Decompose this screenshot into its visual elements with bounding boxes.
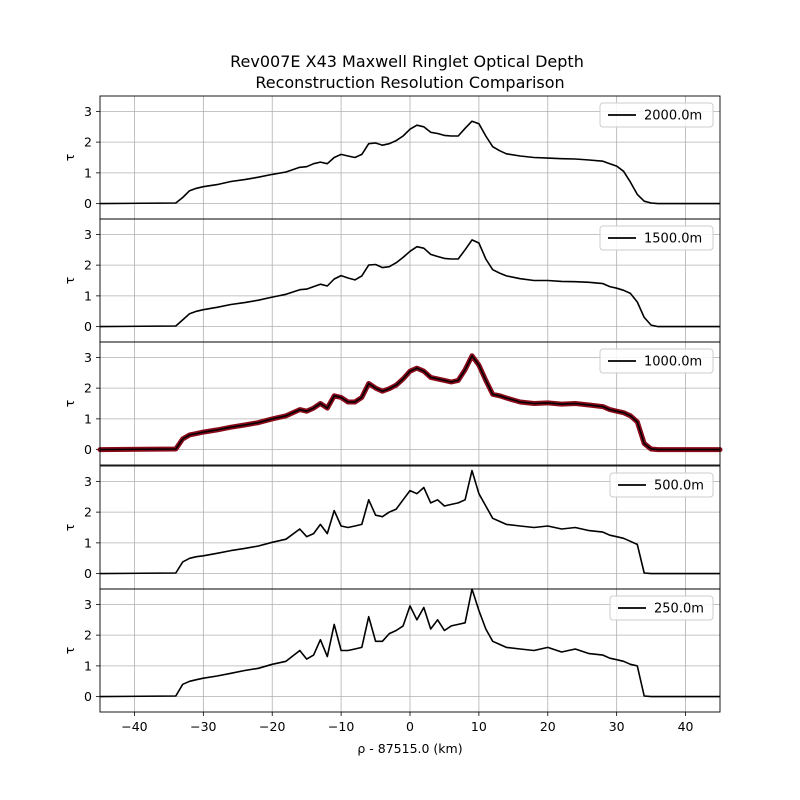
y-tick-label: 0 bbox=[84, 196, 92, 211]
series-line bbox=[99, 239, 720, 328]
y-tick-label: 1 bbox=[84, 165, 92, 180]
x-tick-label: −10 bbox=[328, 719, 354, 734]
y-tick-label: 3 bbox=[84, 350, 92, 365]
panel-0: 0 1 2 3 τ 2000.0m bbox=[62, 95, 721, 220]
x-axis-ticks: −40 −30 −20 −10 0 10 20 30 40 bbox=[121, 712, 694, 734]
chart-subtitle: Reconstruction Resolution Comparison bbox=[255, 73, 564, 92]
y-tick-label: 1 bbox=[84, 288, 92, 303]
y-tick-label: 0 bbox=[84, 442, 92, 457]
panel-frame bbox=[99, 341, 721, 466]
y-tick-label: 0 bbox=[84, 689, 92, 704]
x-tick-label: 0 bbox=[406, 719, 414, 734]
y-tick-label: 0 bbox=[84, 319, 92, 334]
legend-box bbox=[599, 348, 714, 374]
legend: 500.0m bbox=[609, 472, 714, 498]
legend-box bbox=[599, 225, 714, 251]
y-tick-label: 0 bbox=[84, 566, 92, 581]
y-axis-label: τ bbox=[62, 400, 77, 408]
y-tick-label: 3 bbox=[84, 474, 92, 489]
legend-label: 1500.0m bbox=[644, 232, 702, 247]
y-tick-label: 1 bbox=[84, 658, 92, 673]
x-tick-label: 20 bbox=[540, 719, 556, 734]
y-tick-label: 3 bbox=[84, 227, 92, 242]
series-line bbox=[99, 354, 720, 451]
legend: 1000.0m bbox=[599, 348, 714, 374]
panels: 0123τ2000.0m0123τ1500.0m0123τ1000.0m0123… bbox=[62, 95, 723, 713]
legend-label: 250.0m bbox=[654, 602, 704, 617]
x-tick-label: 30 bbox=[609, 719, 625, 734]
y-axis-label: τ bbox=[62, 524, 77, 532]
x-tick-label: 40 bbox=[678, 719, 694, 734]
y-tick-label: 2 bbox=[84, 381, 92, 396]
legend-label: 1000.0m bbox=[644, 355, 702, 370]
x-tick-label: −40 bbox=[121, 719, 147, 734]
legend-label: 2000.0m bbox=[644, 109, 702, 124]
x-tick-label: 10 bbox=[471, 719, 487, 734]
y-axis-label: τ bbox=[62, 154, 77, 162]
series-line bbox=[99, 469, 720, 575]
chart-title: Rev007E X43 Maxwell Ringlet Optical Dept… bbox=[230, 52, 584, 71]
y-tick-label: 2 bbox=[84, 628, 92, 643]
y-tick-label: 1 bbox=[84, 535, 92, 550]
legend-box bbox=[609, 472, 714, 498]
series-line bbox=[99, 120, 720, 205]
panel-4: 0 1 2 3 τ 250.0m bbox=[62, 588, 721, 713]
legend-label: 500.0m bbox=[654, 479, 704, 494]
legend: 2000.0m bbox=[599, 102, 714, 128]
panel-1: 0 1 2 3 τ 1500.0m bbox=[62, 218, 721, 343]
series-line bbox=[99, 588, 720, 698]
y-tick-label: 2 bbox=[84, 258, 92, 273]
y-axis-label: τ bbox=[62, 647, 77, 655]
legend: 1500.0m bbox=[599, 225, 714, 251]
x-tick-label: −20 bbox=[259, 719, 285, 734]
legend: 250.0m bbox=[609, 595, 714, 621]
legend-box bbox=[599, 102, 714, 128]
panel-3: 0 1 2 3 τ 500.0m bbox=[62, 465, 721, 590]
legend-box bbox=[609, 595, 714, 621]
y-axis-label: τ bbox=[62, 277, 77, 285]
panel-2: 0 1 2 3 τ 1000.0m bbox=[62, 341, 723, 466]
x-axis-label: ρ - 87515.0 (km) bbox=[357, 741, 462, 756]
y-tick-label: 3 bbox=[84, 597, 92, 612]
y-tick-label: 3 bbox=[84, 104, 92, 119]
y-tick-label: 1 bbox=[84, 411, 92, 426]
y-tick-label: 2 bbox=[84, 505, 92, 520]
x-tick-label: −30 bbox=[190, 719, 216, 734]
y-tick-label: 2 bbox=[84, 135, 92, 150]
